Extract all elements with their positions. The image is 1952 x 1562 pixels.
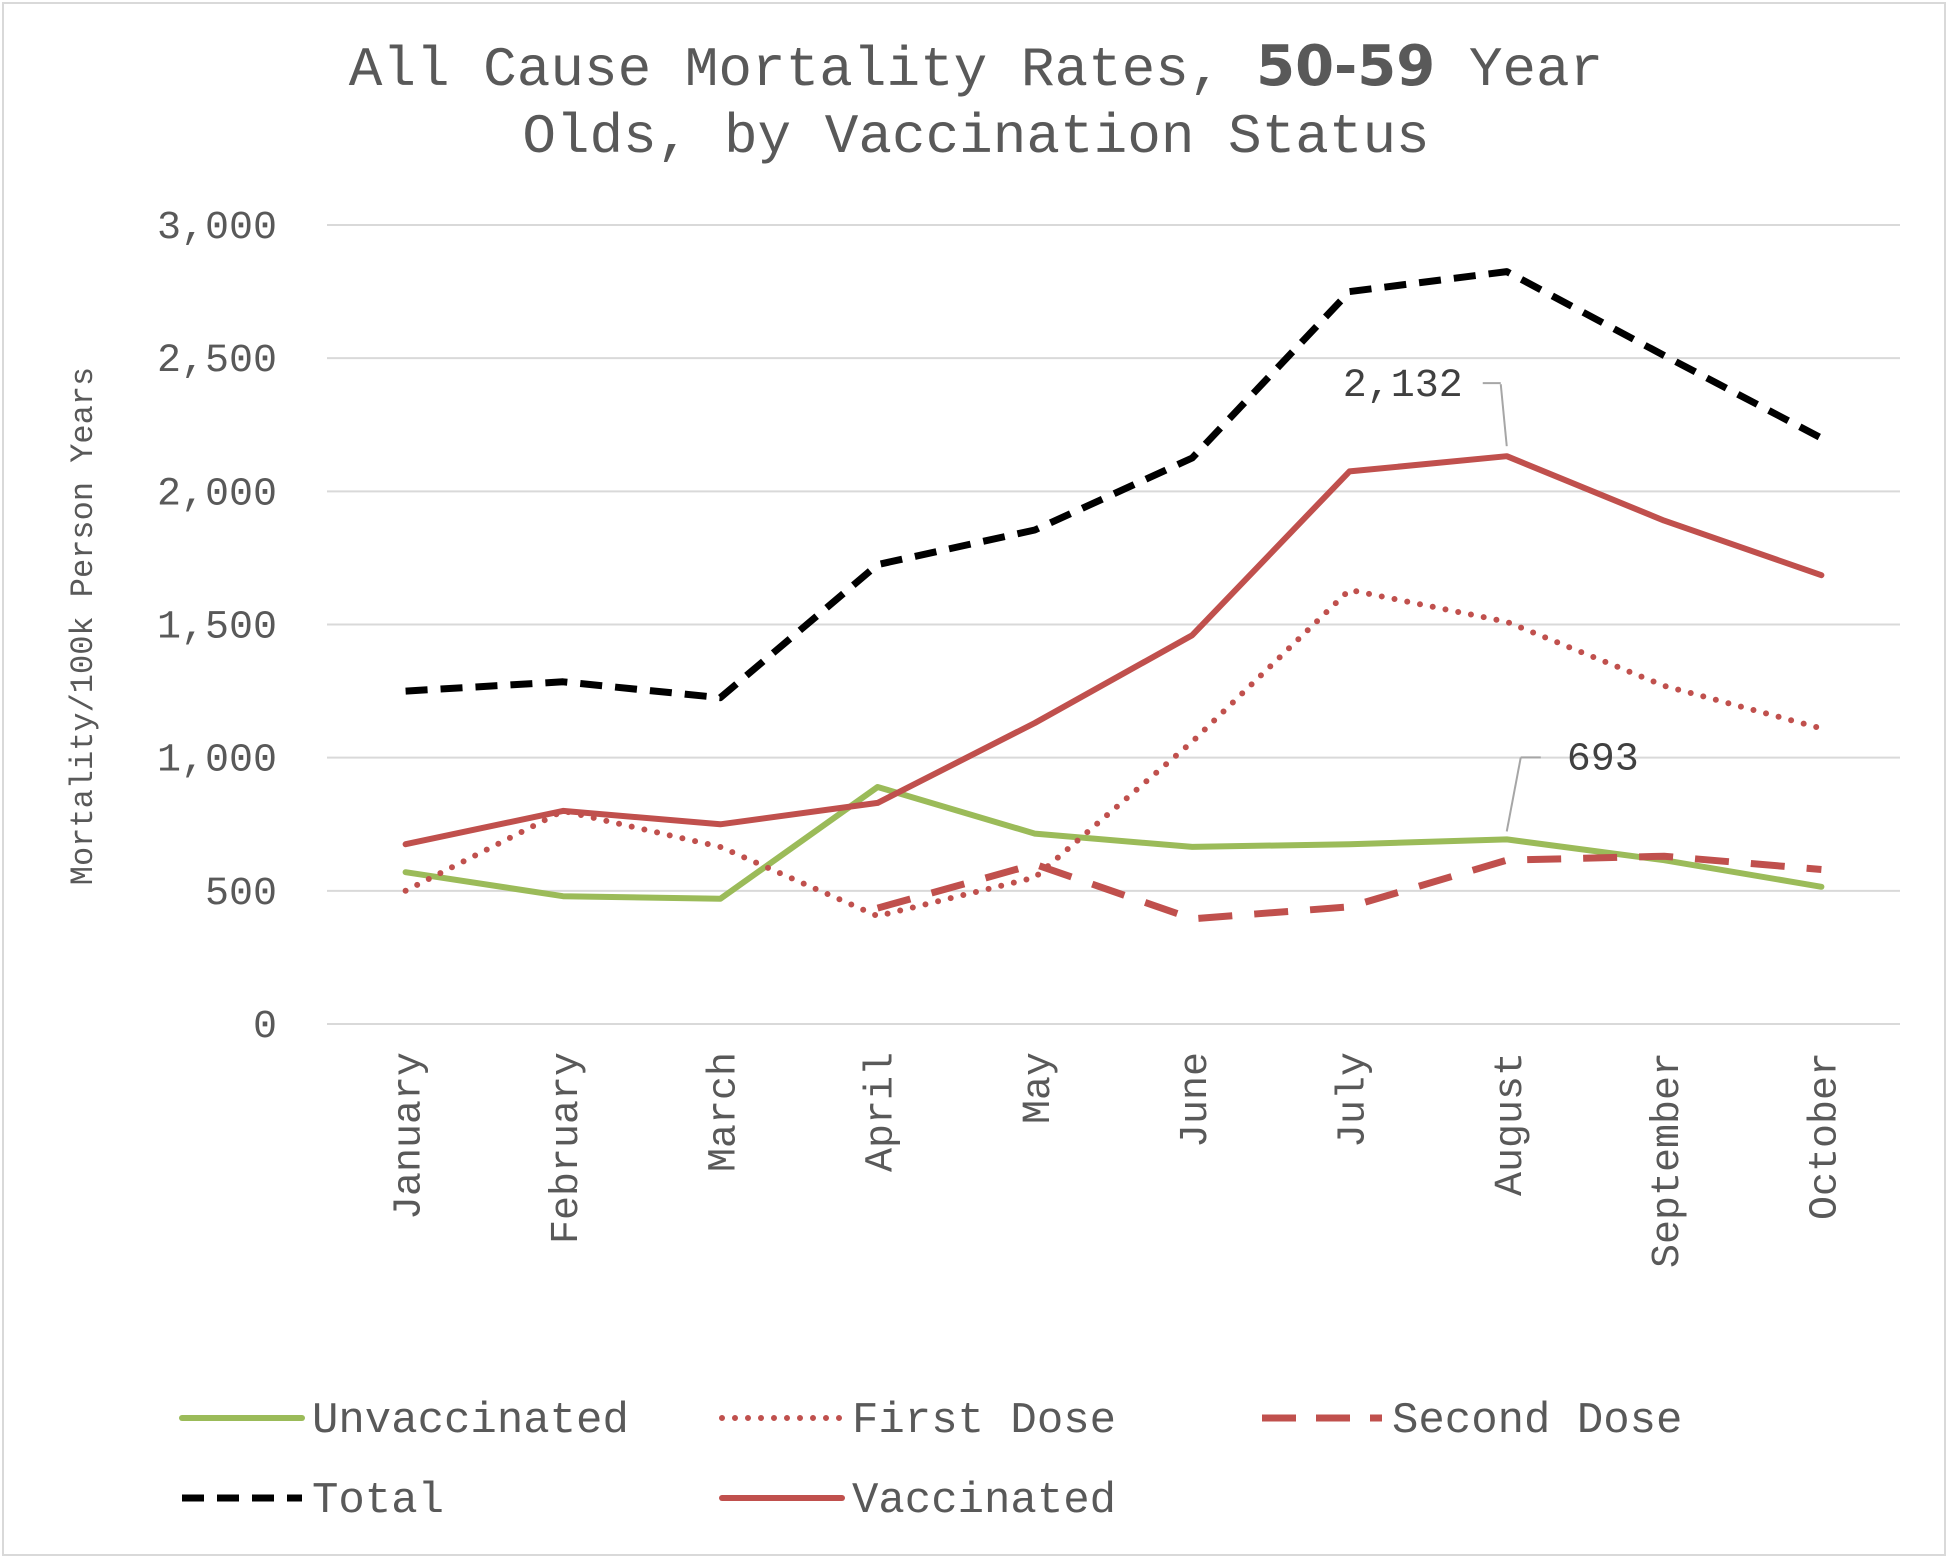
chart-title-line1: All Cause Mortality Rates, 50-59 Year	[349, 34, 1604, 102]
chart-title-line2: Olds, by Vaccination Status	[522, 105, 1429, 169]
y-tick-1-500: 1,500	[157, 606, 277, 651]
legend-label-second-dose: Second Dose	[1392, 1396, 1682, 1446]
series-line-total	[405, 268, 1824, 702]
x-tick-june: June	[1174, 1052, 1219, 1148]
y-tick-2-500: 2,500	[157, 339, 277, 384]
legend-label-vaccinated: Vaccinated	[852, 1476, 1116, 1526]
annotation-693: 693	[1567, 737, 1639, 782]
annotation-2-132: 2,132	[1343, 364, 1463, 409]
x-tick-february: February	[545, 1052, 590, 1244]
legend-label-unvaccinated: Unvaccinated	[312, 1396, 629, 1446]
y-tick-1-000: 1,000	[157, 739, 277, 784]
x-tick-january: January	[388, 1052, 433, 1220]
y-tick-0: 0	[253, 1005, 277, 1050]
x-tick-may: May	[1017, 1052, 1062, 1124]
x-tick-march: March	[702, 1052, 747, 1172]
chart-title-part2: Year	[1435, 38, 1603, 102]
legend-label-first-dose: First Dose	[852, 1396, 1116, 1446]
x-tick-september: September	[1646, 1052, 1691, 1268]
series-lines	[402, 268, 1825, 923]
y-tick-3-000: 3,000	[157, 206, 277, 251]
annotation-leader-2-132	[1499, 384, 1508, 447]
series-line-second-dose	[876, 852, 1822, 923]
x-tick-labels: January February March April May June July Augu…	[388, 1052, 1849, 1268]
y-axis-label: Mortality/100k Person Years	[65, 367, 102, 885]
x-tick-april: April	[860, 1052, 905, 1172]
gridlines	[327, 224, 1900, 1025]
annotation-leader-693	[1505, 757, 1522, 832]
chart-title-emphasis: 50-59	[1256, 34, 1435, 99]
x-tick-august: August	[1489, 1052, 1534, 1196]
x-tick-october: October	[1803, 1052, 1848, 1220]
series-line-unvaccinated	[402, 784, 1825, 902]
y-tick-500: 500	[205, 872, 277, 917]
chart-title-part1: All Cause Mortality Rates,	[349, 38, 1256, 102]
series-line-first-dose	[402, 586, 1825, 920]
y-tick-labels: 0 500 1,000 1,500 2,000 2,500 3,000	[157, 206, 277, 1050]
x-tick-july: July	[1331, 1052, 1376, 1148]
data-annotations: 2,132 693	[1343, 364, 1639, 832]
y-tick-2-000: 2,000	[157, 472, 277, 517]
legend-label-total: Total	[312, 1476, 444, 1526]
series-line-vaccinated	[402, 453, 1825, 848]
legend: Unvaccinated First Dose Second Dose Total Va…	[179, 1396, 1682, 1526]
